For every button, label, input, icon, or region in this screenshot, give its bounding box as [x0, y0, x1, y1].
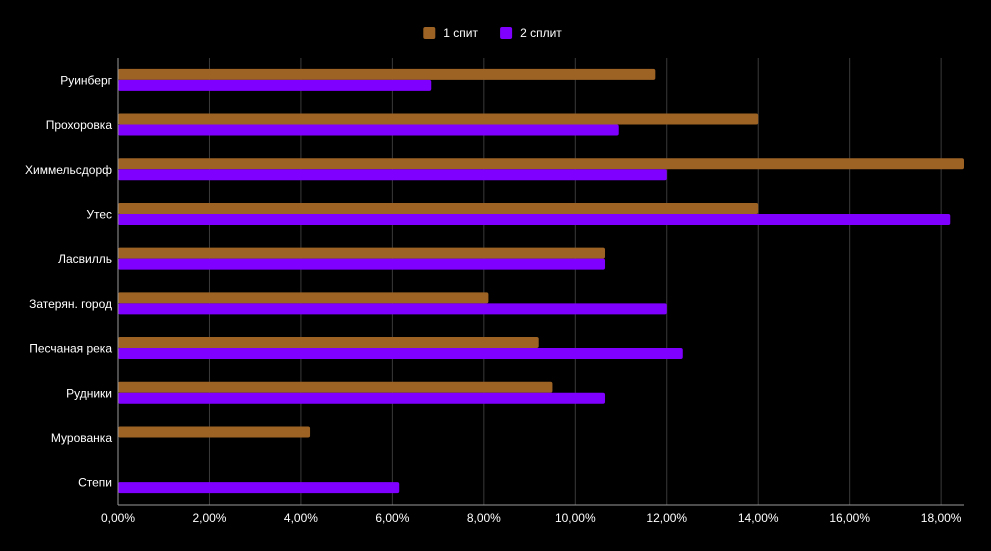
category-label: Песчаная река	[29, 342, 112, 356]
bar-series2	[118, 213, 951, 225]
bar-series1	[118, 381, 553, 393]
bar-series2	[118, 392, 606, 404]
x-tick-label: 18,00%	[921, 511, 962, 525]
bars	[118, 68, 964, 494]
axes: 0,00% 2,00% 4,00% 6,00% 8,00% 10,00% 12,00% 14,…	[25, 58, 964, 525]
legend-swatch	[423, 27, 436, 39]
bar-series1	[118, 158, 964, 170]
bar-series2	[118, 482, 400, 494]
legend-swatch	[500, 27, 513, 39]
legend-label: 2 сплит	[520, 26, 562, 40]
x-tick-label: 6,00%	[375, 511, 409, 525]
bar-series1	[118, 337, 539, 349]
x-tick-label: 12,00%	[646, 511, 687, 525]
legend-label: 1 спит	[443, 26, 478, 40]
x-tick-label: 16,00%	[829, 511, 870, 525]
bar-series1	[118, 68, 656, 80]
legend: 1 спит 2 сплит	[423, 26, 562, 40]
bar-series2	[118, 258, 606, 270]
bar-series1	[118, 247, 606, 259]
bar-series1	[118, 292, 489, 304]
bar-series2	[118, 303, 667, 315]
category-label: Степи	[78, 476, 112, 490]
bar-series2	[118, 348, 683, 360]
category-label: Рудники	[66, 386, 112, 400]
bar-series2	[118, 124, 619, 136]
category-label: Ласвилль	[58, 252, 112, 266]
category-label: Химмельсдорф	[25, 163, 112, 177]
x-tick-label: 14,00%	[738, 511, 779, 525]
x-tick-label: 4,00%	[284, 511, 318, 525]
bar-series1	[118, 426, 311, 438]
category-label: Мурованка	[51, 431, 112, 445]
x-tick-label: 0,00%	[101, 511, 135, 525]
bar-series2	[118, 169, 667, 181]
bar-series1	[118, 113, 759, 125]
bar-series2	[118, 79, 432, 91]
category-label: Руинберг	[60, 73, 112, 87]
category-label: Затерян. город	[29, 297, 112, 311]
bar-series1	[118, 202, 759, 214]
x-tick-label: 10,00%	[555, 511, 596, 525]
category-label: Прохоровка	[46, 118, 113, 132]
x-tick-label: 8,00%	[467, 511, 501, 525]
x-tick-label: 2,00%	[192, 511, 226, 525]
category-label: Утес	[86, 207, 112, 221]
